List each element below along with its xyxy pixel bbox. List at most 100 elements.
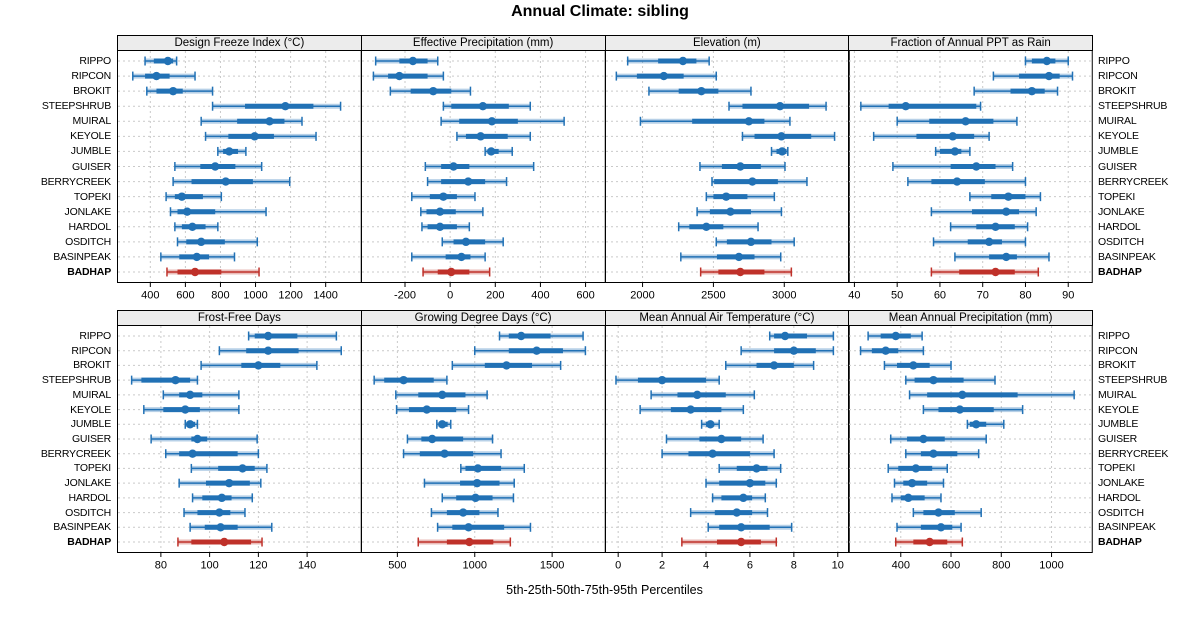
series-basinpeak bbox=[954, 252, 1050, 262]
median-dot bbox=[215, 508, 224, 517]
tick-label: 60 bbox=[934, 290, 946, 302]
median-dot bbox=[908, 478, 917, 488]
series-ripcon bbox=[992, 71, 1074, 81]
median-dot bbox=[1002, 207, 1011, 216]
series-jonlake bbox=[178, 478, 262, 488]
site-label-right-ripcon: RIPCON bbox=[1098, 344, 1138, 357]
site-label-left-topeki: TOPEKI bbox=[73, 462, 111, 475]
median-dot bbox=[961, 117, 971, 126]
median-dot bbox=[446, 267, 456, 277]
median-dot bbox=[438, 192, 448, 201]
median-dot bbox=[955, 405, 965, 414]
series-basinpeak bbox=[679, 252, 781, 262]
median-dot bbox=[692, 390, 701, 400]
median-dot bbox=[881, 346, 891, 355]
series-brokit bbox=[200, 360, 318, 370]
series-brokit bbox=[647, 86, 752, 96]
x-axis: 500 1000 1500 bbox=[388, 553, 564, 572]
series-jonlake bbox=[169, 207, 267, 217]
median-dot bbox=[193, 434, 202, 444]
series-osditch bbox=[441, 237, 504, 247]
median-dot bbox=[751, 464, 761, 473]
median-dot bbox=[220, 537, 229, 547]
tick-label: 6 bbox=[746, 560, 752, 572]
median-dot bbox=[464, 537, 474, 547]
series-topeki bbox=[190, 463, 268, 473]
median-dot bbox=[1027, 86, 1037, 96]
median-dot bbox=[181, 405, 190, 414]
site-label-right-topeki: TOPEKI bbox=[1098, 190, 1136, 203]
median-dot bbox=[1002, 252, 1011, 262]
median-dot bbox=[185, 390, 195, 400]
series-brokit bbox=[973, 86, 1059, 96]
series-keyole bbox=[922, 405, 1024, 415]
x-axis: -200 0 200 400 600 bbox=[394, 283, 594, 302]
panel-strip-elevation-m: Elevation (m) bbox=[604, 35, 850, 51]
median-dot bbox=[746, 237, 755, 247]
median-dot bbox=[408, 56, 417, 66]
median-dot bbox=[437, 420, 447, 429]
median-dot bbox=[929, 375, 938, 385]
median-dot bbox=[789, 346, 798, 355]
site-label-left-rippo: RIPPO bbox=[79, 55, 111, 67]
site-label-left-steepshrub: STEEPSHRUB bbox=[41, 374, 111, 387]
median-dot bbox=[437, 390, 447, 400]
median-dot bbox=[958, 390, 967, 400]
series-basinpeak bbox=[896, 522, 963, 532]
series-keyole bbox=[638, 405, 744, 415]
median-dot bbox=[216, 523, 225, 532]
tick-label: 70 bbox=[977, 290, 989, 302]
median-dot bbox=[225, 147, 234, 156]
series-topeki bbox=[705, 192, 775, 202]
series-jonlake bbox=[893, 478, 945, 488]
site-label-left-berrycreek: BERRYCREEK bbox=[40, 447, 111, 460]
series-keyole bbox=[395, 405, 470, 415]
series-basinpeak bbox=[706, 522, 792, 532]
series-jonlake bbox=[419, 207, 484, 217]
tick-label: 200 bbox=[486, 290, 504, 302]
median-dot bbox=[777, 147, 786, 156]
series-jumble bbox=[935, 146, 971, 156]
series-osditch bbox=[933, 237, 1027, 247]
site-label-right-jonlake: JONLAKE bbox=[1098, 477, 1145, 490]
series-hardol bbox=[711, 493, 766, 503]
median-dot bbox=[471, 493, 480, 503]
series-guiser bbox=[665, 434, 764, 444]
series-berrycreek bbox=[402, 449, 502, 459]
site-label-right-basinpeak: BASINPEAK bbox=[1098, 521, 1156, 534]
median-dot bbox=[427, 434, 437, 444]
series-ripcon bbox=[132, 71, 196, 81]
series-brokit bbox=[146, 86, 214, 96]
series-badhap bbox=[417, 537, 511, 547]
series-muiral bbox=[639, 116, 791, 126]
series-badhap bbox=[930, 267, 1040, 277]
series-basinpeak bbox=[410, 252, 486, 262]
series-basinpeak bbox=[189, 522, 273, 532]
series-steepshrub bbox=[614, 375, 720, 385]
series-topeki bbox=[459, 463, 525, 473]
median-dot bbox=[221, 177, 230, 186]
site-label-left-osditch: OSDITCH bbox=[65, 235, 111, 248]
series-brokit bbox=[883, 360, 953, 370]
series-hardol bbox=[891, 493, 942, 503]
median-dot bbox=[190, 267, 200, 277]
series-badhap bbox=[166, 267, 260, 277]
site-label-left-guiser: GUISER bbox=[71, 433, 111, 445]
series-osditch bbox=[689, 508, 768, 518]
site-label-right-badhap: BADHAP bbox=[1098, 536, 1142, 548]
tick-label: 80 bbox=[155, 560, 167, 572]
series-muiral bbox=[896, 116, 1018, 126]
site-label-left-steepshrub: STEEPSHRUB bbox=[41, 100, 111, 113]
series-osditch bbox=[176, 237, 259, 247]
median-dot bbox=[250, 132, 259, 141]
series-guiser bbox=[890, 434, 988, 444]
series-guiser bbox=[698, 162, 786, 171]
median-dot bbox=[458, 508, 468, 517]
median-dot bbox=[736, 523, 745, 532]
series-badhap bbox=[895, 537, 964, 547]
median-dot bbox=[449, 162, 458, 171]
median-dot bbox=[152, 71, 161, 81]
panel-strip-effective-precipitation-mm: Effective Precipitation (mm) bbox=[360, 35, 606, 51]
median-dot bbox=[422, 405, 431, 414]
site-label-right-jumble: JUMBLE bbox=[1098, 418, 1139, 431]
